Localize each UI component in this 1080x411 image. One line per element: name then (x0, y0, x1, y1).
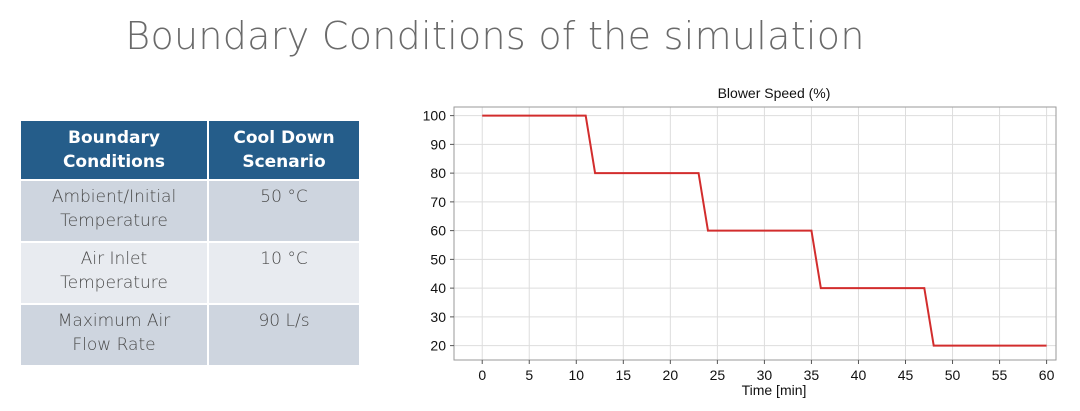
table-row: Maximum Air Flow Rate 90 L/s (19, 303, 361, 367)
x-tick-label: 55 (992, 367, 1008, 383)
table-header-cool-down-scenario: Cool Down Scenario (207, 119, 361, 181)
plot-frame (453, 106, 1057, 361)
y-tick-label: 100 (423, 108, 447, 124)
x-tick-label: 25 (710, 367, 726, 383)
x-tick-label: 10 (568, 367, 584, 383)
x-tick-label: 50 (945, 367, 961, 383)
table-row: Air Inlet Temperature 10 °C (19, 241, 361, 305)
x-tick-label: 45 (898, 367, 914, 383)
table-cell-label: Air Inlet Temperature (19, 241, 209, 305)
x-tick-label: 0 (478, 367, 486, 383)
blower-speed-chart-svg: Blower Speed (%) 0 5 10 15 20 25 30 35 40 45 50 55 6… (423, 85, 1057, 398)
table-cell-label: Maximum Air Flow Rate (19, 303, 209, 367)
table-cell-value: 50 °C (207, 179, 361, 243)
y-tick-label: 50 (430, 251, 446, 267)
chart-title: Blower Speed (%) (718, 85, 831, 101)
x-tick-label: 5 (525, 367, 533, 383)
table-header-row: Boundary Conditions Cool Down Scenario (19, 119, 361, 181)
y-tick-label: 40 (430, 280, 446, 296)
table-cell-label: Ambient/Initial Temperature (19, 179, 209, 243)
table-header-boundary-conditions: Boundary Conditions (19, 119, 209, 181)
y-tick-label: 70 (430, 194, 446, 210)
y-tick-label: 20 (430, 338, 446, 354)
blower-speed-series-line (482, 114, 1047, 347)
x-tick-label: 30 (757, 367, 773, 383)
boundary-conditions-table: Boundary Conditions Cool Down Scenario A… (19, 119, 361, 367)
y-tick-label: 80 (430, 165, 446, 181)
chart-series (482, 114, 1047, 347)
table-row: Ambient/Initial Temperature 50 °C (19, 179, 361, 243)
table-cell-value: 10 °C (207, 241, 361, 305)
x-tick-label: 15 (616, 367, 632, 383)
x-tick-label: 60 (1039, 367, 1055, 383)
x-tick-label: 20 (663, 367, 679, 383)
table-cell-value: 90 L/s (207, 303, 361, 367)
x-tick-label: 35 (804, 367, 820, 383)
x-axis-label: Time [min] (742, 382, 807, 398)
chart-ticks: 0 5 10 15 20 25 30 35 40 45 50 55 60 20 30 40 50 60 70 80 90… (423, 108, 1055, 383)
y-tick-label: 30 (430, 309, 446, 325)
x-tick-label: 40 (851, 367, 867, 383)
chart-grid (454, 107, 1056, 360)
y-tick-label: 60 (430, 223, 446, 239)
blower-speed-chart: Blower Speed (%) 0 5 10 15 20 25 30 35 40 45 50 55 6… (400, 80, 1080, 411)
slide-title: Boundary Conditions of the simulation (125, 14, 865, 58)
y-tick-label: 90 (430, 136, 446, 152)
